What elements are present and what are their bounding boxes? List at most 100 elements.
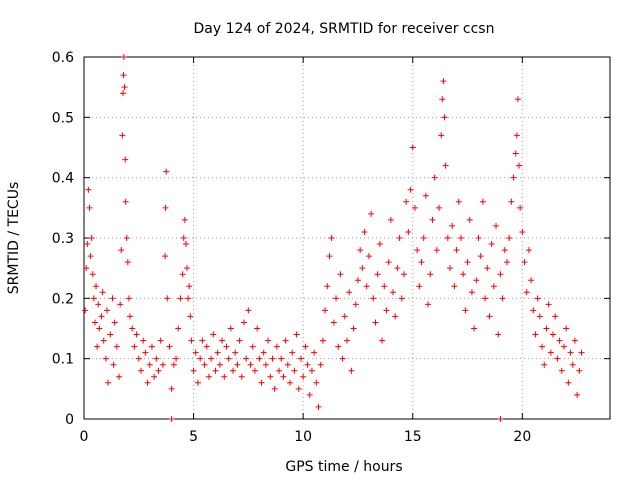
chart-title: Day 124 of 2024, SRMTID for receiver ccs…: [194, 21, 495, 37]
data-point: [519, 228, 526, 235]
x-tick-label: 15: [404, 429, 422, 445]
data-point: [365, 253, 372, 260]
data-point: [190, 367, 197, 374]
data-point: [333, 295, 340, 302]
x-axis-label: GPS time / hours: [285, 459, 402, 475]
data-point: [569, 361, 576, 368]
data-point: [363, 283, 370, 290]
data-point: [258, 379, 265, 386]
data-point: [475, 235, 482, 241]
data-point: [122, 198, 129, 205]
data-point: [118, 247, 125, 254]
data-point: [273, 343, 280, 350]
data-point: [541, 361, 548, 368]
data-point: [121, 84, 128, 91]
data-point: [457, 235, 464, 241]
data-point: [416, 283, 423, 290]
data-point: [194, 379, 201, 386]
data-point: [223, 343, 230, 350]
data-point: [539, 343, 546, 350]
data-point: [256, 355, 263, 362]
data-point: [337, 271, 344, 278]
data-point: [276, 367, 283, 374]
data-points: [82, 54, 585, 422]
data-point: [86, 204, 93, 211]
data-point: [383, 307, 390, 314]
y-tick-label: 0.3: [52, 231, 74, 247]
x-tick-label: 20: [513, 429, 531, 445]
data-point: [350, 325, 357, 332]
data-point: [188, 337, 195, 344]
data-point: [232, 349, 239, 356]
data-point: [352, 301, 359, 308]
data-point: [394, 265, 401, 272]
data-point: [503, 259, 510, 266]
data-point: [278, 355, 285, 362]
data-point: [199, 337, 206, 344]
data-point: [304, 361, 311, 368]
data-point: [120, 72, 127, 79]
data-point: [184, 265, 191, 272]
data-point: [214, 349, 221, 356]
data-point: [110, 361, 117, 368]
data-point: [501, 247, 508, 254]
data-point: [517, 204, 524, 211]
data-point: [210, 331, 217, 338]
data-point: [361, 228, 368, 235]
data-point: [497, 416, 504, 422]
data-point: [381, 283, 388, 290]
data-point: [453, 247, 460, 254]
data-point: [563, 325, 570, 332]
data-point: [374, 271, 381, 278]
data-point: [455, 198, 462, 205]
data-point: [319, 337, 326, 344]
data-point: [99, 289, 106, 296]
data-point: [554, 355, 561, 362]
data-point: [90, 295, 97, 302]
data-point: [124, 259, 131, 266]
data-point: [245, 307, 252, 314]
data-point: [528, 277, 535, 284]
data-point: [83, 265, 90, 272]
data-point: [534, 295, 541, 302]
data-point: [159, 361, 166, 368]
data-point: [105, 379, 112, 386]
data-point: [181, 216, 188, 223]
data-point: [302, 343, 309, 350]
data-point: [182, 241, 189, 248]
data-point: [300, 373, 307, 380]
data-point: [135, 355, 142, 362]
data-point: [179, 271, 186, 278]
data-point: [396, 235, 403, 241]
data-point: [247, 361, 254, 368]
data-point: [486, 313, 493, 320]
data-point: [536, 313, 543, 320]
data-point: [390, 289, 397, 296]
data-point: [131, 343, 138, 350]
data-point: [547, 349, 554, 356]
data-point: [523, 289, 530, 296]
data-point: [251, 367, 258, 374]
data-point: [326, 253, 333, 260]
data-point: [354, 277, 361, 284]
data-point: [297, 355, 304, 362]
data-point: [109, 295, 116, 302]
data-point: [427, 271, 434, 278]
grid: [84, 57, 610, 419]
data-point: [392, 313, 399, 320]
data-point: [497, 271, 504, 278]
data-point: [335, 343, 342, 350]
data-point: [344, 337, 350, 344]
data-point: [444, 235, 451, 241]
data-point: [94, 343, 101, 350]
data-point: [203, 343, 210, 350]
data-point: [230, 367, 237, 374]
data-point: [137, 367, 144, 374]
data-point: [89, 271, 96, 278]
data-point: [155, 367, 162, 374]
y-tick-label: 0: [65, 412, 74, 428]
data-point: [243, 355, 250, 362]
data-point: [488, 241, 495, 248]
data-point: [201, 361, 208, 368]
y-tick-label: 0.6: [52, 50, 74, 66]
